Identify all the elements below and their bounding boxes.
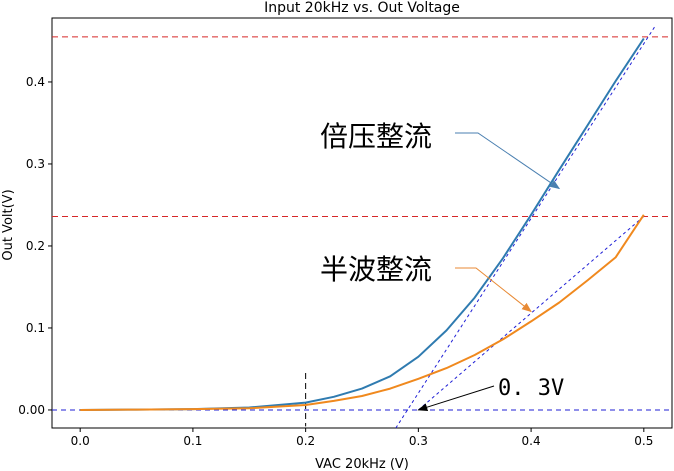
series-layer: [80, 37, 645, 411]
y-tick-label: 0.2: [26, 239, 45, 253]
annotation-layer: 倍压整流 半波整流 0. 3V: [320, 120, 564, 412]
y-axis-ticks: 0.00 0.1 0.2 0.3 0.4: [18, 75, 52, 417]
x-tick-label: 0.1: [183, 434, 202, 448]
y-tick-label: 0.00: [18, 403, 45, 417]
annotation-half-wave: 半波整流: [320, 253, 432, 286]
y-tick-label: 0.1: [26, 321, 45, 335]
x-tick-label: 0.0: [71, 434, 90, 448]
x-tick-label: 0.2: [296, 434, 315, 448]
plot-frame: [51, 17, 673, 429]
annotation-voltage-doubler: 倍压整流: [320, 120, 432, 153]
annotation-arrow-half-wave: [455, 267, 532, 313]
x-axis-ticks: 0.0 0.1 0.2 0.3 0.4 0.5: [71, 428, 653, 448]
annotation-arrow-voltage-doubler: [455, 132, 561, 190]
series-line-half-wave: [80, 214, 645, 411]
y-tick-label: 0.4: [26, 75, 45, 89]
annotation-arrow-threshold: [417, 385, 495, 412]
y-tick-label: 0.3: [26, 157, 45, 171]
blue-tangent-line: [418, 216, 645, 411]
x-tick-label: 0.5: [634, 434, 653, 448]
chart-title: Input 20kHz vs. Out Voltage: [264, 0, 460, 16]
x-tick-label: 0.3: [409, 434, 428, 448]
x-tick-label: 0.4: [522, 434, 541, 448]
x-axis-label: VAC 20kHz (V): [315, 457, 409, 471]
annotation-threshold: 0. 3V: [498, 376, 564, 401]
blue-tangent-line: [395, 25, 656, 429]
y-axis-label: Out Volt(V): [1, 189, 16, 260]
